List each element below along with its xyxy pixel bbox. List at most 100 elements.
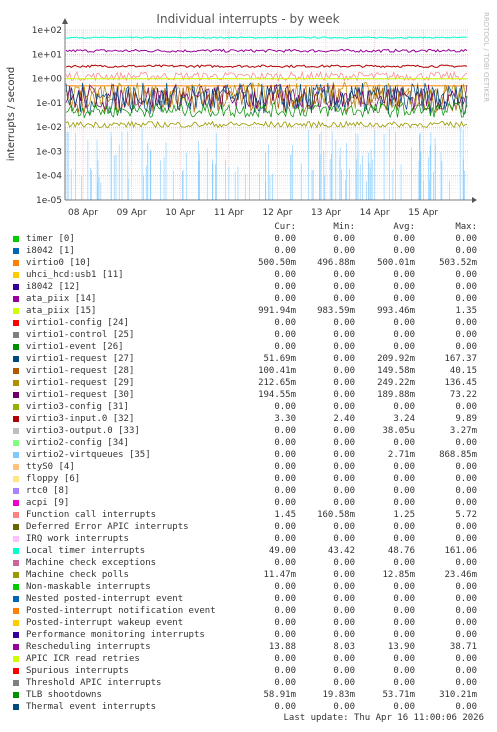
legend-cur-value: 0.00 xyxy=(274,606,296,616)
legend-series-name: APIC ICR read retries xyxy=(26,654,140,664)
legend-cur-value: 0.00 xyxy=(274,402,296,412)
legend-swatch xyxy=(13,344,19,350)
legend-series-name: rtc0 [8] xyxy=(26,486,70,496)
legend-series-name: Rescheduling interrupts xyxy=(26,642,151,652)
legend-swatch xyxy=(13,620,19,626)
legend-min-value: 496.88m xyxy=(317,258,355,268)
header-avg: Avg: xyxy=(393,222,415,232)
legend-min-value: 43.42 xyxy=(327,546,355,556)
legend-series-name: virtio1-request [27] xyxy=(26,354,135,364)
legend-series-name: Local timer interrupts xyxy=(26,546,146,556)
legend-row: virtio1-request [28] 100.41m 0.00 149.58m 40… xyxy=(0,365,497,377)
legend-avg-value: 0.00 xyxy=(393,294,415,304)
y-tick-label: 1e+00 xyxy=(32,75,63,85)
legend-max-value: 0.00 xyxy=(455,558,477,568)
legend-min-value: 0.00 xyxy=(333,342,355,352)
legend-row: virtio3-output.0 [33] 0.00 0.00 38.05u 3.27m xyxy=(0,425,497,437)
legend-series-name: virtio1-request [29] xyxy=(26,378,135,388)
legend-max-value: 9.89 xyxy=(455,414,477,424)
legend-min-value: 0.00 xyxy=(333,318,355,328)
legend-row: TLB shootdowns 58.91m 19.83m 53.71m 310.21m xyxy=(0,689,497,701)
legend-series-name: floppy [6] xyxy=(26,474,81,484)
legend-row: floppy [6] 0.00 0.00 0.00 0.00 xyxy=(0,473,497,485)
legend-cur-value: 49.00 xyxy=(268,546,296,556)
legend-swatch xyxy=(13,392,19,398)
legend-max-value: 0.00 xyxy=(455,666,477,676)
legend-row: Nested posted-interrupt event 0.00 0.00 0.0… xyxy=(0,593,497,605)
y-tick-label: 1e-05 xyxy=(36,196,62,206)
legend-min-value: 0.00 xyxy=(333,498,355,508)
grid xyxy=(65,29,468,201)
legend-swatch xyxy=(13,608,19,614)
legend-max-value: 167.37 xyxy=(444,354,477,364)
legend-row: Thermal event interrupts 0.00 0.00 0.00 0.00 xyxy=(0,701,497,713)
legend-min-value: 0.00 xyxy=(333,390,355,400)
legend-max-value: 0.00 xyxy=(455,282,477,292)
legend-series-name: virtio1-event [26] xyxy=(26,342,124,352)
legend-avg-value: 0.00 xyxy=(393,606,415,616)
legend-row: Spurious interrupts 0.00 0.00 0.00 0.00 xyxy=(0,665,497,677)
legend-avg-value: 0.00 xyxy=(393,582,415,592)
legend-series-name: acpi [9] xyxy=(26,498,70,508)
legend-min-value: 8.03 xyxy=(333,642,355,652)
legend-avg-value: 149.58m xyxy=(377,366,415,376)
legend-row: timer [0] 0.00 0.00 0.00 0.00 xyxy=(0,233,497,245)
legend-swatch xyxy=(13,236,19,242)
legend-min-value: 0.00 xyxy=(333,234,355,244)
legend-max-value: 0.00 xyxy=(455,342,477,352)
legend-max-value: 161.06 xyxy=(444,546,477,556)
legend-avg-value: 0.00 xyxy=(393,678,415,688)
legend-max-value: 73.22 xyxy=(449,390,477,400)
legend-max-value: 0.00 xyxy=(455,654,477,664)
legend-series-name: virtio1-config [24] xyxy=(26,318,129,328)
legend-row: virtio1-request [27] 51.69m 0.00 209.92m 167… xyxy=(0,353,497,365)
legend-avg-value: 0.00 xyxy=(393,522,415,532)
legend-series-name: Performance monitoring interrupts xyxy=(26,630,205,640)
legend-series-name: virtio3-input.0 [32] xyxy=(26,414,135,424)
legend-max-value: 0.00 xyxy=(455,702,477,712)
x-tick-label: 08 Apr xyxy=(68,208,98,218)
legend-max-value: 23.46m xyxy=(444,570,477,580)
legend-min-value: 0.00 xyxy=(333,606,355,616)
legend-swatch xyxy=(13,668,19,674)
legend-max-value: 0.00 xyxy=(455,594,477,604)
legend-series-name: virtio0 [10] xyxy=(26,258,92,268)
legend-avg-value: 0.00 xyxy=(393,630,415,640)
legend-avg-value: 38.05u xyxy=(382,426,415,436)
legend-row: virtio1-event [26] 0.00 0.00 0.00 0.00 xyxy=(0,341,497,353)
legend-series-name: Machine check polls xyxy=(26,570,129,580)
legend-min-value: 19.83m xyxy=(322,690,355,700)
legend-row: uhci_hcd:usb1 [11] 0.00 0.00 0.00 0.00 xyxy=(0,269,497,281)
header-min: Min: xyxy=(333,222,355,232)
legend-min-value: 0.00 xyxy=(333,534,355,544)
series-line xyxy=(65,82,468,115)
y-tick-label: 1e+01 xyxy=(32,50,62,60)
legend-series-name: virtio3-output.0 [33] xyxy=(26,426,140,436)
legend-swatch xyxy=(13,476,19,482)
legend-avg-value: 0.00 xyxy=(393,534,415,544)
legend-cur-value: 0.00 xyxy=(274,618,296,628)
legend-avg-value: 0.00 xyxy=(393,618,415,628)
legend-swatch xyxy=(13,356,19,362)
legend-avg-value: 0.00 xyxy=(393,270,415,280)
legend-avg-value: 0.00 xyxy=(393,474,415,484)
legend-min-value: 0.00 xyxy=(333,594,355,604)
legend-cur-value: 3.30 xyxy=(274,414,296,424)
legend-max-value: 868.85m xyxy=(439,450,477,460)
legend-min-value: 160.58m xyxy=(317,510,355,520)
legend-max-value: 0.00 xyxy=(455,606,477,616)
y-tick-label: 1e-01 xyxy=(36,99,62,109)
legend-cur-value: 0.00 xyxy=(274,654,296,664)
legend-cur-value: 11.47m xyxy=(263,570,296,580)
legend-row: ttyS0 [4] 0.00 0.00 0.00 0.00 xyxy=(0,461,497,473)
legend-row: acpi [9] 0.00 0.00 0.00 0.00 xyxy=(0,497,497,509)
legend-max-value: 0.00 xyxy=(455,246,477,256)
legend-cur-value: 0.00 xyxy=(274,234,296,244)
legend-max-value: 0.00 xyxy=(455,318,477,328)
legend-series-name: ata_piix [15] xyxy=(26,306,97,316)
legend-cur-value: 100.41m xyxy=(258,366,296,376)
legend-series-name: virtio2-config [34] xyxy=(26,438,129,448)
legend-swatch xyxy=(13,404,19,410)
legend-row: virtio2-config [34] 0.00 0.00 0.00 0.00 xyxy=(0,437,497,449)
legend-row: i8042 [1] 0.00 0.00 0.00 0.00 xyxy=(0,245,497,257)
